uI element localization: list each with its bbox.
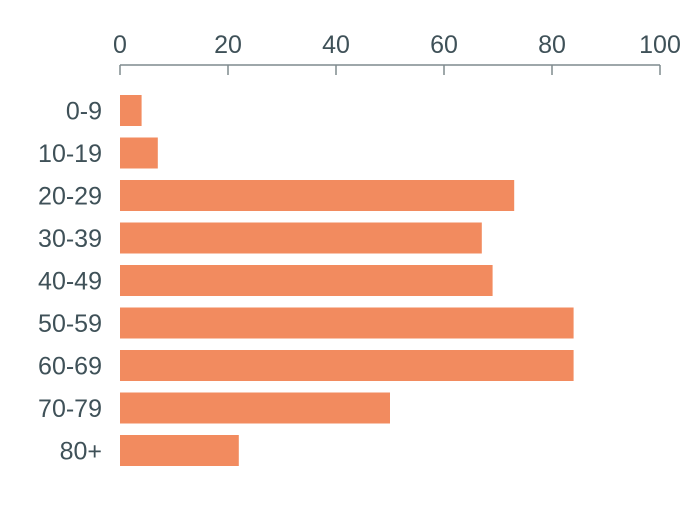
bar-50-59 — [120, 307, 574, 339]
bar-10-19 — [120, 137, 158, 169]
bar-70-79 — [120, 392, 390, 424]
y-category-label: 50-59 — [38, 310, 102, 338]
bar-80plus — [120, 435, 239, 466]
y-axis-labels: 0-9 10-19 20-29 30-39 40-49 50-59 60-69 70-79 80… — [38, 98, 102, 466]
y-category-label: 60-69 — [38, 353, 102, 381]
y-category-label: 80+ — [60, 438, 102, 466]
bar-30-39 — [120, 222, 482, 254]
bar-20-29 — [120, 180, 515, 211]
x-tick-label: 20 — [214, 31, 242, 59]
bar-60-69 — [120, 350, 574, 381]
bar-0-9 — [120, 95, 142, 126]
bar-40-49 — [120, 265, 493, 296]
x-tick-label: 100 — [639, 31, 681, 59]
x-axis: 0 20 40 60 80 100 — [113, 31, 681, 75]
y-category-label: 20-29 — [38, 183, 102, 211]
y-category-label: 0-9 — [66, 98, 102, 126]
x-tick-label: 80 — [538, 31, 566, 59]
y-category-label: 10-19 — [38, 140, 102, 168]
y-category-label: 70-79 — [38, 395, 102, 423]
x-tick-label: 40 — [322, 31, 350, 59]
x-tick-label: 0 — [113, 31, 127, 59]
bars — [120, 95, 574, 466]
y-category-label: 30-39 — [38, 225, 102, 253]
y-category-label: 40-49 — [38, 268, 102, 296]
x-tick-label: 60 — [430, 31, 458, 59]
